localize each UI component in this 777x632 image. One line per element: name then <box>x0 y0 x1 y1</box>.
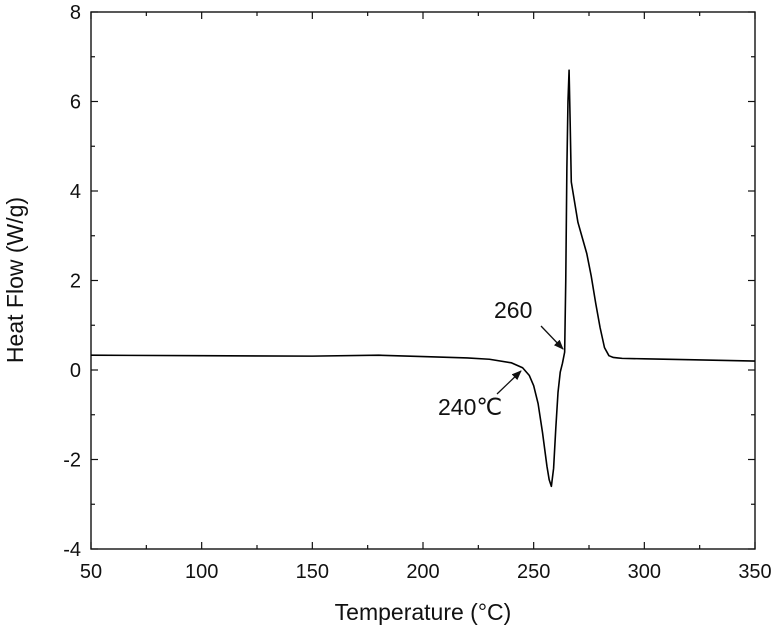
y-tick-label-0: 0 <box>70 360 81 382</box>
y-tick-label-neg4: -4 <box>63 539 81 561</box>
annotation-260-label: 260 <box>494 297 532 323</box>
x-tick-label-350: 350 <box>738 561 771 583</box>
heat-flow-line <box>90 69 756 488</box>
y-tick-label-2: 2 <box>70 271 81 293</box>
x-tick-label-150: 150 <box>296 561 329 583</box>
x-tick-label-200: 200 <box>406 561 439 583</box>
y-tick-label-4: 4 <box>70 181 81 203</box>
annotation-240-arrow <box>496 370 522 395</box>
axis-ticks <box>90 11 756 550</box>
x-tick-labels: 50 100 150 200 250 300 350 <box>80 561 772 583</box>
x-tick-label-300: 300 <box>628 561 661 583</box>
plot-frame <box>90 11 756 550</box>
y-tick-label-8: 8 <box>70 2 81 24</box>
x-tick-label-250: 250 <box>517 561 550 583</box>
y-axis-title: Heat Flow (W/g) <box>2 197 28 363</box>
x-axis-title: Temperature (°C) <box>335 599 512 625</box>
annotation-240-label: 240℃ <box>438 394 502 420</box>
annotation-260-arrow <box>540 325 564 350</box>
x-tick-label-100: 100 <box>185 561 218 583</box>
y-tick-labels: -4 -2 0 2 4 6 8 <box>63 2 81 561</box>
annotations: 260 240℃ <box>438 297 564 420</box>
y-tick-label-neg2: -2 <box>63 450 81 472</box>
x-tick-label-50: 50 <box>80 561 102 583</box>
y-tick-label-6: 6 <box>70 92 81 114</box>
